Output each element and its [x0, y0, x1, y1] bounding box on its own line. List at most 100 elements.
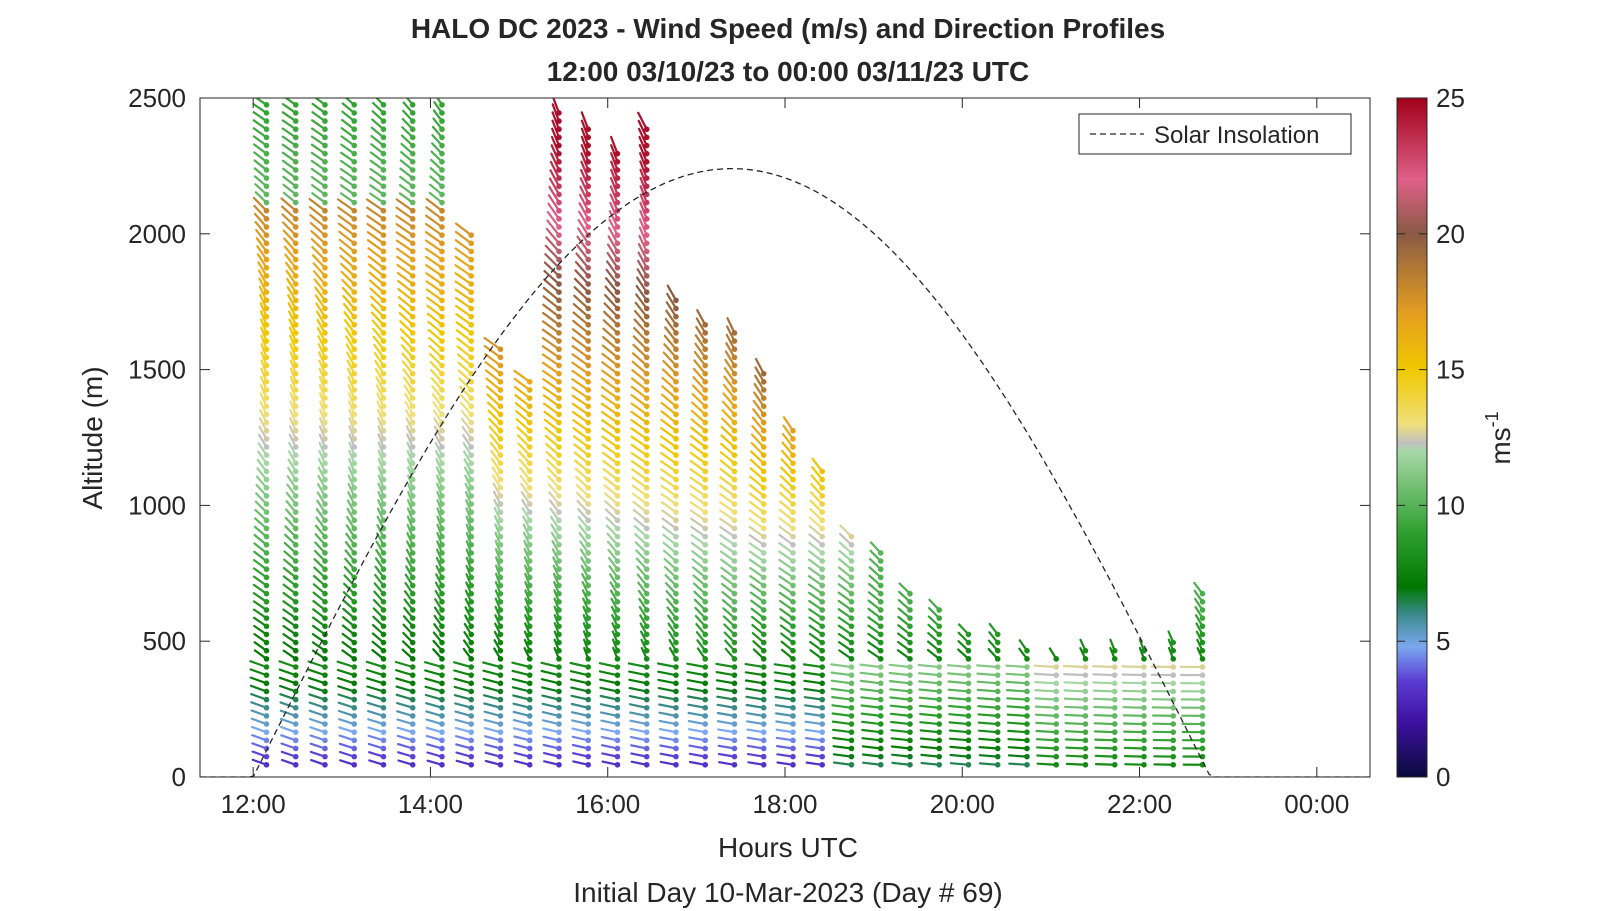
wind-barb: [252, 127, 270, 141]
wind-barb: [400, 344, 416, 361]
wind-barb-dot: [1199, 590, 1206, 597]
wind-barb-dot: [1199, 688, 1206, 695]
wind-barb: [371, 311, 387, 328]
wind-barb-dot: [702, 558, 709, 564]
wind-barb-dot: [292, 550, 299, 556]
wind-barb-dot: [673, 362, 679, 369]
wind-barb: [749, 467, 767, 483]
wind-barb: [722, 392, 738, 410]
wind-barb: [253, 204, 270, 222]
wind-barb: [542, 751, 562, 760]
wind-barb-dot: [673, 590, 679, 597]
wind-barb: [260, 351, 270, 369]
wind-barb: [664, 582, 679, 597]
wind-barb: [1122, 696, 1147, 703]
wind-barb-dot: [292, 615, 299, 621]
wind-barb-shaft: [630, 385, 648, 400]
wind-barb: [318, 351, 328, 369]
wind-barb: [484, 759, 504, 768]
wind-barb-dot: [702, 761, 709, 768]
wind-barb: [337, 222, 358, 238]
wind-barb: [802, 663, 826, 670]
wind-barb-dot: [994, 729, 1001, 735]
wind-barb-dot: [702, 362, 709, 369]
wind-barb-shaft: [453, 685, 473, 693]
wind-barb: [550, 523, 562, 540]
wind-barb: [602, 459, 621, 475]
wind-barb-dot: [468, 321, 475, 328]
wind-barb: [281, 143, 299, 157]
wind-barb-dot: [263, 118, 270, 124]
wind-barb-dot: [322, 615, 328, 621]
wind-barb: [338, 230, 358, 247]
wind-barb-shaft: [660, 393, 678, 408]
wind-barb: [860, 720, 884, 727]
wind-barb: [348, 441, 358, 458]
wind-barb-dot: [790, 533, 796, 540]
wind-barb-dot: [556, 370, 562, 377]
wind-barb: [432, 109, 445, 124]
wind-barb-dot: [848, 599, 855, 605]
wind-barb-shaft: [631, 468, 648, 481]
wind-barb-dot: [439, 281, 445, 287]
wind-barb: [541, 361, 562, 377]
wind-barb-shaft: [719, 459, 736, 473]
wind-barb-dot: [322, 313, 328, 320]
wind-barb-shaft: [1064, 730, 1087, 734]
wind-barb-dot: [439, 248, 445, 255]
wind-barb: [436, 507, 445, 524]
wind-barb-dot: [585, 305, 592, 312]
wind-barb: [805, 745, 826, 752]
wind-barb-dot: [760, 419, 767, 426]
wind-barb: [282, 183, 299, 198]
wind-barb: [658, 736, 679, 744]
wind-barb: [377, 499, 387, 515]
wind-barb-dot: [322, 232, 328, 238]
wind-barb-shaft: [689, 451, 707, 465]
wind-barb-dot: [497, 566, 504, 573]
wind-barb: [544, 253, 562, 271]
wind-barb-dot: [351, 452, 358, 458]
wind-barb: [337, 676, 358, 687]
wind-barb-dot: [409, 566, 416, 573]
wind-barb-dot: [614, 574, 621, 581]
wind-barb-shaft: [637, 119, 648, 139]
wind-barb-dot: [497, 599, 504, 605]
wind-barb: [1008, 761, 1030, 768]
wind-barb-dot: [468, 696, 475, 703]
wind-barb-shaft: [395, 247, 414, 261]
wind-barb: [429, 360, 445, 377]
wind-barb-dot: [351, 729, 358, 735]
wind-barb-dot: [322, 574, 328, 581]
wind-barb: [580, 564, 592, 581]
wind-barb-shaft: [689, 434, 707, 449]
wind-barb-dot: [614, 183, 621, 190]
wind-barb-dot: [322, 346, 328, 353]
wind-barb-dot: [1141, 713, 1147, 719]
wind-barb-shaft: [571, 410, 590, 424]
wind-barb: [638, 597, 650, 613]
wind-barb: [483, 345, 504, 361]
wind-barb-dot: [351, 338, 358, 344]
wind-barb: [926, 640, 943, 654]
wind-barb-dot: [643, 607, 650, 613]
wind-barb-dot: [380, 484, 387, 491]
wind-barb: [464, 606, 475, 621]
wind-barb: [691, 550, 709, 564]
wind-barb: [458, 377, 475, 393]
wind-barb-shaft: [511, 686, 531, 693]
wind-barb: [369, 159, 387, 173]
wind-barb-dot: [439, 297, 445, 304]
wind-barb: [721, 590, 738, 605]
wind-barb-dot: [409, 142, 416, 149]
wind-barb: [540, 678, 562, 687]
wind-barb: [401, 117, 416, 133]
y-tick-label: 1000: [128, 490, 186, 520]
wind-barb-shaft: [366, 685, 385, 693]
wind-barb-shaft: [976, 696, 999, 701]
wind-barb-dot: [673, 395, 679, 401]
wind-barb: [254, 500, 270, 515]
wind-barb-dot: [585, 590, 592, 597]
wind-barb: [575, 491, 592, 507]
wind-barb: [837, 641, 855, 654]
